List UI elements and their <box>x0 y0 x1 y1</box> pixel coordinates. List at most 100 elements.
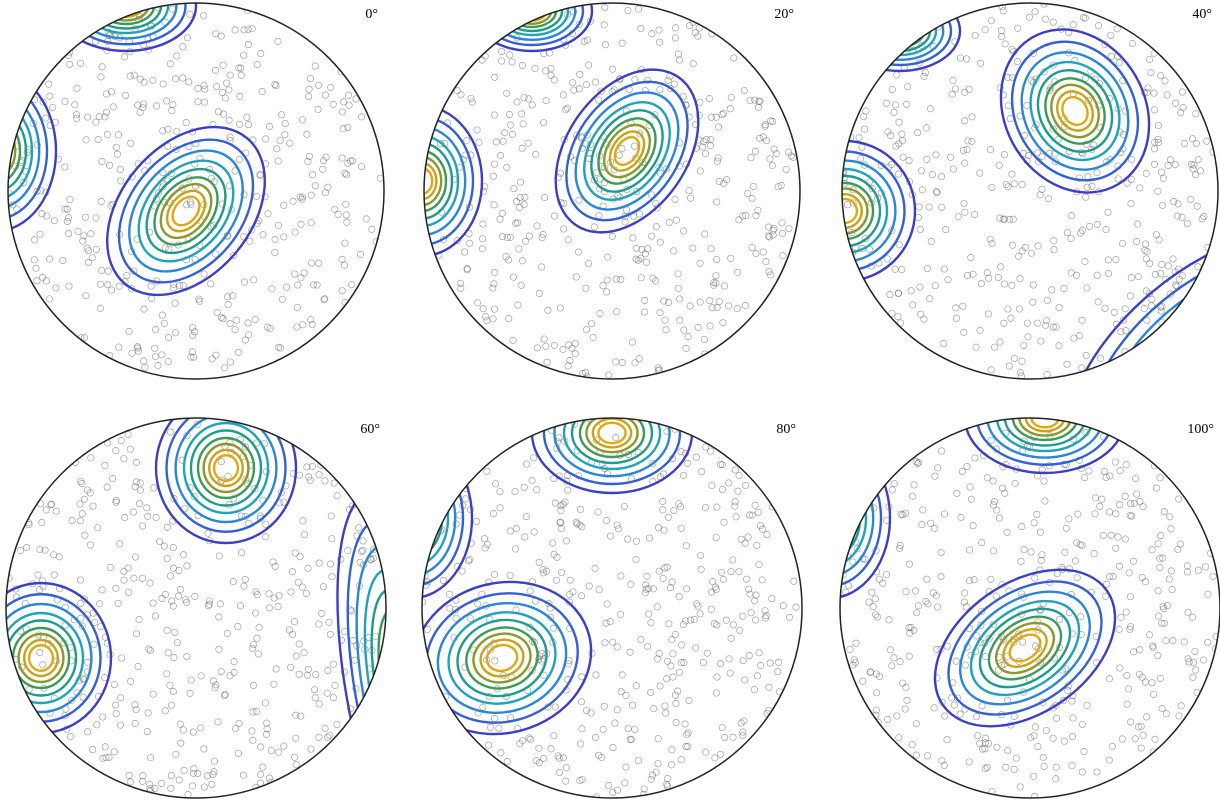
scatter-point <box>917 167 926 175</box>
scatter-point <box>861 235 869 243</box>
scatter-point <box>480 535 489 543</box>
scatter-point <box>676 295 684 303</box>
scatter-point <box>741 481 749 490</box>
scatter-point <box>512 198 521 206</box>
scatter-point <box>81 531 89 539</box>
scatter-point <box>362 215 370 223</box>
scatter-point <box>1151 138 1159 146</box>
scatter-point <box>542 567 551 575</box>
scatter-point <box>452 614 460 622</box>
scatter-point <box>888 662 896 670</box>
scatter-point <box>1082 351 1090 359</box>
scatter-point <box>41 546 49 554</box>
scatter-point <box>1135 670 1143 678</box>
scatter-point <box>684 729 692 737</box>
scatter-point <box>733 268 742 276</box>
stereonet-panel <box>8 3 384 372</box>
scatter-point <box>1159 174 1168 182</box>
scatter-point <box>888 85 896 94</box>
scatter-point <box>938 447 946 455</box>
scatter-point <box>1118 239 1127 248</box>
contour <box>975 418 1115 466</box>
scatter-point <box>562 106 570 114</box>
scatter-point <box>237 64 245 72</box>
scatter-point <box>716 750 724 758</box>
scatter-point <box>73 114 81 122</box>
scatter-point <box>557 568 566 577</box>
scatter-point <box>997 263 1005 271</box>
scatter-point <box>179 74 187 82</box>
scatter-point <box>315 259 323 267</box>
scatter-point <box>212 681 220 689</box>
scatter-point <box>224 472 232 480</box>
scatter-point <box>617 275 625 283</box>
scatter-point <box>1146 260 1154 268</box>
contour <box>154 418 298 545</box>
scatter-point <box>257 49 265 57</box>
scatter-point <box>212 250 220 258</box>
scatter-point <box>966 546 974 554</box>
scatter-point <box>719 575 727 584</box>
scatter-point <box>102 753 110 762</box>
scatter-point <box>682 743 690 751</box>
scatter-point <box>621 218 629 226</box>
scatter-point <box>136 108 144 116</box>
contour <box>196 436 256 500</box>
scatter-point <box>774 668 782 676</box>
scatter-point <box>592 78 600 86</box>
scatter-point <box>298 583 306 591</box>
scatter-point <box>1113 25 1121 33</box>
scatter-point <box>1042 726 1050 735</box>
scatter-point <box>240 26 248 34</box>
scatter-point <box>81 213 89 221</box>
scatter-point <box>104 281 112 289</box>
scatter-point <box>45 80 53 88</box>
scatter-point <box>613 643 621 651</box>
scatter-point <box>899 153 907 161</box>
scatter-point <box>909 301 917 309</box>
scatter-point <box>678 641 686 649</box>
scatter-point <box>969 522 977 530</box>
scatter-point <box>102 90 110 98</box>
scatter-point <box>525 95 533 103</box>
scatter-point <box>1023 319 1031 327</box>
scatter-point <box>873 613 882 621</box>
contour <box>6 418 27 459</box>
scatter-point <box>200 783 208 791</box>
net-outline <box>839 417 1220 799</box>
scatter-point <box>271 235 279 243</box>
scatter-point <box>535 744 543 752</box>
scatter-point <box>162 97 171 105</box>
scatter-point <box>965 758 973 766</box>
scatter-point <box>306 476 314 484</box>
scatter-point <box>296 553 304 561</box>
scatter-point <box>590 223 598 231</box>
scatter-point <box>998 33 1006 41</box>
scatter-point <box>281 119 289 128</box>
scatter-point <box>926 295 934 303</box>
scatter-point <box>1139 731 1147 739</box>
scatter-point <box>764 223 773 231</box>
scatter-point <box>1127 175 1135 184</box>
scatter-point <box>710 281 718 289</box>
scatter-point <box>917 310 925 318</box>
scatter-point <box>707 245 715 253</box>
scatter-point <box>164 649 172 657</box>
scatter-point <box>1115 59 1123 67</box>
scatter-point <box>696 610 704 618</box>
scatter-point <box>452 605 460 614</box>
contour <box>8 130 12 172</box>
scatter-point <box>158 594 166 602</box>
contour <box>779 371 800 379</box>
scatter-point <box>161 707 169 715</box>
scatter-point <box>215 552 223 560</box>
scatter-point <box>1034 645 1043 653</box>
scatter-point <box>576 521 584 529</box>
scatter-point <box>892 142 900 150</box>
scatter-point <box>944 642 952 650</box>
scatter-point <box>683 730 691 739</box>
scatter-point <box>328 535 336 543</box>
scatter-point <box>131 483 139 491</box>
scatter-point <box>355 524 363 532</box>
scatter-point <box>120 567 128 575</box>
